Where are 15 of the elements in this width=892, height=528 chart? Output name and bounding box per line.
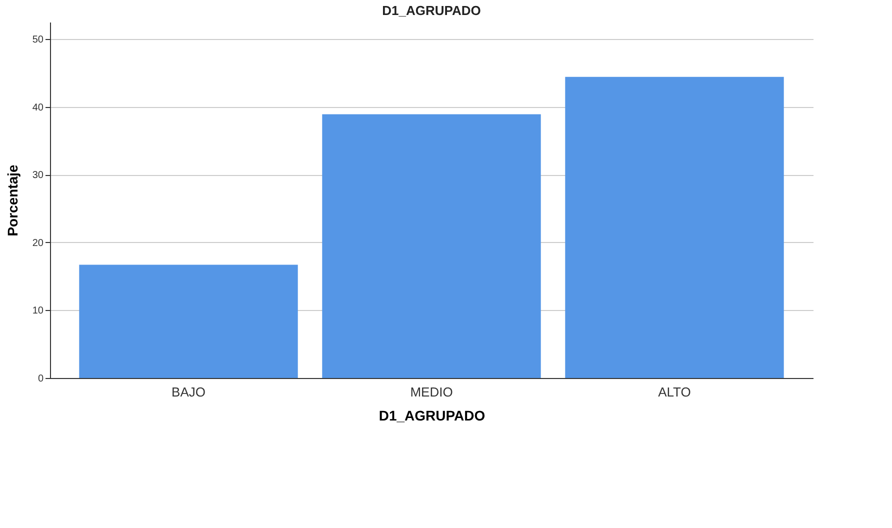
bar [322,114,541,378]
y-tick-label: 10 [32,306,44,317]
bar [565,76,784,378]
x-tick-label: ALTO [658,384,691,400]
bar [79,264,298,378]
y-tick-label: 30 [32,170,44,182]
y-tick-label: 50 [32,34,44,46]
y-axis-title: Porcentaje [4,164,20,236]
y-tick-label: 0 [38,374,44,384]
chart-title: D1_AGRUPADO [382,3,481,18]
y-tick-label: 20 [32,238,44,249]
y-tick-label: 40 [32,102,44,114]
x-axis-title: D1_AGRUPADO [378,408,486,424]
x-tick-label: MEDIO [410,384,453,400]
x-tick-label: BAJO [172,384,206,400]
